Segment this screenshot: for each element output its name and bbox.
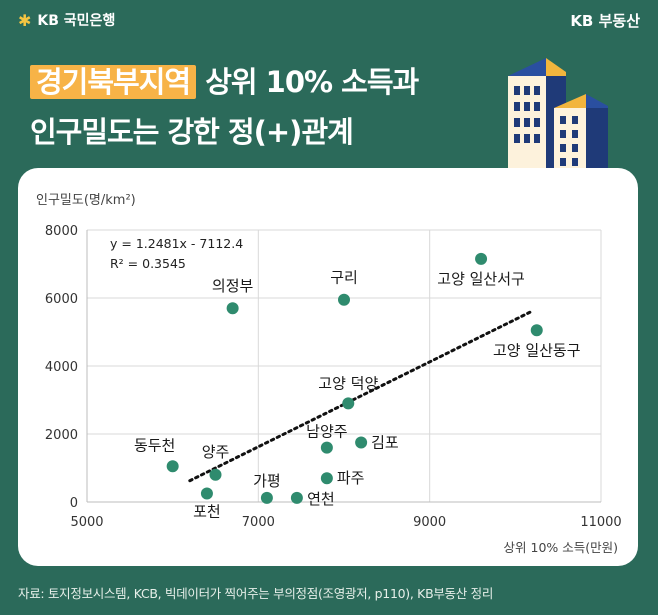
building-right-roof <box>554 94 586 108</box>
scatter-chart: 0 2000 4000 6000 8000 5000 7000 9000 11000 의정부 구리… <box>36 193 622 555</box>
building-right <box>554 108 586 171</box>
y-tick-label: 4000 <box>45 360 78 375</box>
kb-kookmin-logo: ✱ KB 국민은행 <box>18 10 115 30</box>
y-axis-label: 인구밀도(명/km²) <box>36 193 136 208</box>
x-tick-label: 5000 <box>70 515 103 530</box>
regression-equation: y = 1.2481x - 7112.4 <box>110 236 243 251</box>
data-point <box>166 460 179 473</box>
y-tick-label: 6000 <box>45 292 78 307</box>
data-point-label: 남양주 <box>306 423 347 441</box>
data-point <box>260 491 273 504</box>
y-tick-label: 0 <box>70 496 78 511</box>
chart-grid <box>87 229 602 502</box>
data-point <box>200 487 213 500</box>
title-line1-rest: 상위 10% 소득과 <box>196 65 419 99</box>
x-axis-label: 상위 10% 소득(만원) <box>504 540 618 555</box>
y-tick-label: 2000 <box>45 428 78 443</box>
data-point <box>530 324 543 337</box>
building-left-windows <box>514 86 540 143</box>
data-point-label: 고양 일산서구 <box>437 270 525 288</box>
chart-tick-labels: 0 2000 4000 6000 8000 5000 7000 9000 11000 <box>45 224 622 530</box>
kb-star-icon: ✱ <box>18 10 32 30</box>
x-tick-label: 7000 <box>242 515 275 530</box>
y-tick-label: 8000 <box>45 224 78 239</box>
data-point-label: 양주 <box>202 443 230 461</box>
source-footnote: 자료: 토지정보시스템, KCB, 빅데이터가 찍어주는 부의정점(조영광저, … <box>18 586 494 601</box>
page-title-line1: 경기북부지역 상위 10% 소득과 <box>30 62 419 102</box>
data-point <box>355 436 368 449</box>
chart-axes <box>86 230 601 503</box>
data-point <box>320 441 333 454</box>
trendline <box>188 309 534 483</box>
data-point-label: 포천 <box>193 503 221 521</box>
chart-trendline <box>188 309 534 483</box>
x-tick-label: 11000 <box>580 515 621 530</box>
building-right-windows <box>560 116 578 166</box>
page-title-line2: 인구밀도는 강한 정(+)관계 <box>30 115 354 149</box>
chart-card: 0 2000 4000 6000 8000 5000 7000 9000 11000 의정부 구리… <box>18 168 638 566</box>
buildings-illustration <box>508 58 608 171</box>
chart-points <box>166 252 543 504</box>
building-left-roof <box>508 58 546 76</box>
data-point <box>290 491 303 504</box>
data-point <box>338 293 350 306</box>
data-point <box>226 302 239 315</box>
data-point-label: 구리 <box>330 269 358 287</box>
data-point-label: 가평 <box>253 472 281 490</box>
data-point <box>342 397 355 410</box>
kb-real-estate-logo: KB 부동산 <box>570 12 640 30</box>
data-point <box>320 472 333 485</box>
building-right-side <box>586 108 608 171</box>
data-point-label: 연천 <box>307 490 335 508</box>
building-left-side-roof <box>546 58 566 80</box>
data-point-label: 고양 덕양 <box>318 374 378 392</box>
data-point <box>475 252 488 265</box>
building-right-side-roof <box>586 94 608 112</box>
brand-left-label: KB 국민은행 <box>37 13 116 29</box>
data-point <box>209 468 222 481</box>
data-point-label: 김포 <box>371 434 399 452</box>
r-squared: R² = 0.3545 <box>110 256 186 271</box>
data-point-label: 동두천 <box>134 436 175 454</box>
data-point-label: 고양 일산동구 <box>493 341 581 359</box>
x-tick-label: 9000 <box>413 515 446 530</box>
data-point-label: 의정부 <box>212 277 254 295</box>
title-highlight: 경기북부지역 <box>30 65 197 99</box>
data-point-label: 파주 <box>337 469 365 487</box>
